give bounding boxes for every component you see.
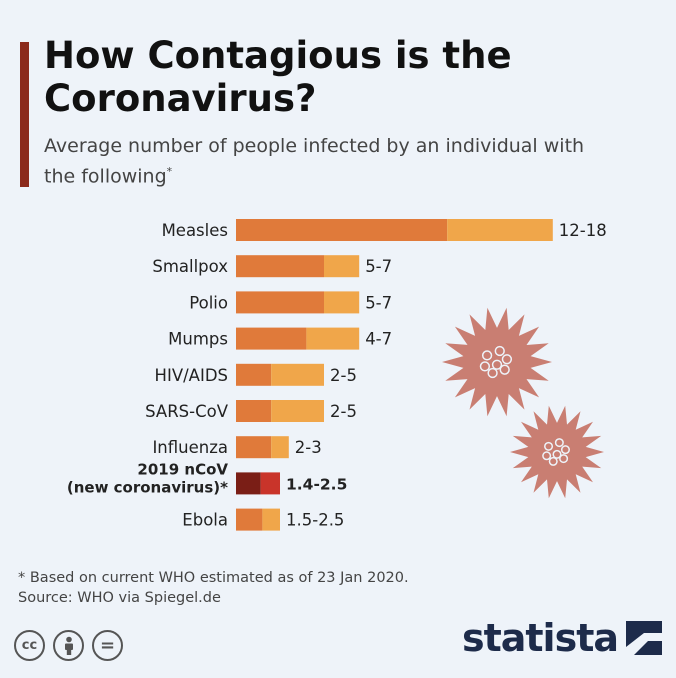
by-icon: [53, 630, 84, 661]
nd-icon: =: [92, 630, 123, 661]
value-label-6: 2-3: [295, 438, 322, 457]
statista-logo[interactable]: statista: [462, 616, 662, 660]
bar-high-4: [271, 363, 324, 386]
bar-low-1: [236, 255, 324, 278]
category-label-3-0: Mumps: [168, 330, 228, 349]
bar-low-0: [236, 219, 448, 241]
category-label-4-0: HIV/AIDS: [155, 366, 228, 385]
virus-illustration-large: [442, 307, 552, 417]
value-label-5: 2-5: [330, 402, 357, 421]
subtitle-text: Average number of people infected by an …: [44, 135, 585, 188]
bar-chart: Measles 12-18 Smallpox 5-7 Polio 5-7 Mumps 4-7 H…: [67, 219, 607, 531]
value-label-3: 4-7: [365, 330, 392, 349]
bar-high-0: [447, 219, 553, 241]
nd-icon-text: =: [99, 635, 116, 656]
category-label-7-0: 2019 nCoV: [137, 460, 228, 478]
virus-illustration-small: [510, 405, 604, 499]
bar-high-7: [260, 472, 280, 495]
license-icons: cc =: [14, 630, 123, 661]
bar-high-8: [262, 508, 280, 531]
category-label-2-0: Polio: [189, 293, 228, 312]
value-label-2: 5-7: [365, 293, 392, 312]
cc-icon-text: cc: [21, 638, 38, 653]
virus-illustration-small-dot-2: [560, 445, 570, 455]
category-label-5-0: SARS-CoV: [145, 402, 229, 421]
virus-illustration-small-dot-3: [542, 451, 552, 461]
category-label-7-1: (new coronavirus)*: [67, 478, 228, 496]
cc-icon: cc: [14, 630, 45, 661]
category-label-0-0: Measles: [162, 221, 228, 240]
virus-illustration-small-dot-5: [559, 454, 569, 464]
virus-illustration-large-dot-1: [494, 345, 505, 357]
virus-illustration-large-dot-0: [481, 350, 493, 361]
bar-high-6: [271, 436, 289, 459]
statista-wordmark: statista: [461, 616, 619, 660]
virus-illustration-small-dot-1: [554, 438, 564, 448]
title-accent-bar: [20, 42, 29, 187]
footnote: * Based on current WHO estimated as of 2…: [18, 568, 409, 608]
bar-high-2: [324, 291, 360, 314]
virus-illustration-large-dot-2: [501, 354, 513, 365]
chart-title: How Contagious is the Coronavirus?: [44, 34, 512, 120]
category-label-1-0: Smallpox: [152, 257, 228, 276]
bar-high-5: [271, 400, 324, 422]
by-person-glyph: [64, 636, 73, 655]
virus-illustration-small-dot-6: [548, 456, 558, 466]
category-label-8-0: Ebola: [182, 511, 228, 530]
subtitle-footnote-mark: *: [166, 165, 173, 178]
category-label-6-0: Influenza: [152, 438, 228, 457]
bar-low-5: [236, 400, 272, 422]
bar-low-4: [236, 363, 272, 386]
value-label-7: 1.4-2.5: [286, 475, 347, 493]
footnote-note: * Based on current WHO estimated as of 2…: [18, 570, 409, 586]
footnote-source: Source: WHO via Spiegel.de: [18, 590, 221, 606]
bar-low-8: [236, 508, 263, 531]
chart-subtitle: Average number of people infected by an …: [44, 134, 604, 189]
value-label-1: 5-7: [365, 257, 392, 276]
bar-low-6: [236, 436, 272, 459]
statista-logo-icon: [626, 621, 662, 655]
virus-illustration-large-dot-6: [487, 367, 498, 379]
virus-illustration-small-dot-4: [552, 449, 562, 459]
bar-high-3: [306, 327, 360, 350]
bar-low-7: [236, 472, 261, 495]
virus-illustration-small-dot-0: [544, 441, 554, 451]
bar-low-2: [236, 291, 324, 314]
value-label-8: 1.5-2.5: [286, 511, 344, 530]
virus-illustration-large-dot-3: [479, 361, 491, 372]
bar-low-3: [236, 327, 307, 350]
virus-illustration-large-dot-5: [499, 364, 510, 375]
value-label-0: 12-18: [559, 221, 607, 240]
value-label-4: 2-5: [330, 366, 357, 385]
bar-high-1: [324, 255, 360, 278]
virus-illustration-large-dot-4: [491, 359, 503, 370]
